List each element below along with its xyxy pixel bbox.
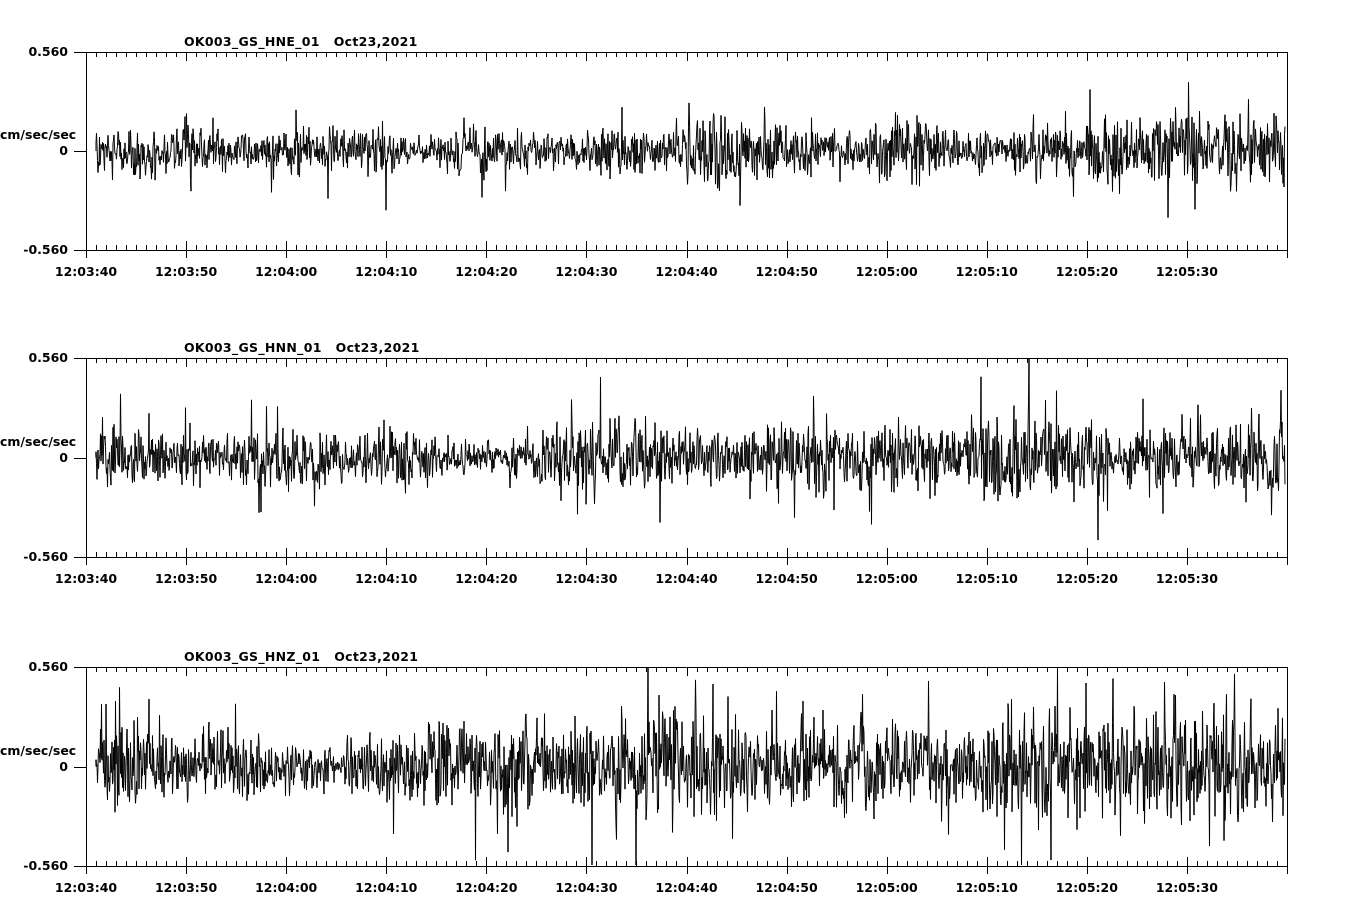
x-tick-label: 12:04:00: [255, 880, 318, 895]
x-tick-label: 12:05:20: [1055, 880, 1118, 895]
x-tick-label: 12:04:40: [655, 880, 718, 895]
x-tick-label: 12:05:00: [855, 880, 918, 895]
y-axis-unit-label-hnz: cm/sec/sec: [0, 742, 77, 758]
x-tick-label: 12:04:50: [755, 880, 818, 895]
x-tick-label: 12:05:10: [955, 880, 1018, 895]
y-tick-min-hnz: -0.560: [23, 858, 68, 873]
panel-title-hnz: OK003_GS_HNZ_01 Oct23,2021: [184, 649, 419, 664]
x-tick-label: 12:04:20: [455, 880, 518, 895]
y-tick-max-hnz: 0.560: [28, 659, 68, 674]
x-tick-label: 12:05:30: [1155, 880, 1218, 895]
x-tick-label: 12:04:30: [555, 880, 618, 895]
y-tick-zero-hnz: 0: [59, 758, 68, 774]
x-tick-label: 12:03:50: [154, 880, 218, 895]
x-tick-label: 12:04:10: [355, 880, 418, 895]
x-tick-label: 12:03:40: [54, 880, 118, 895]
